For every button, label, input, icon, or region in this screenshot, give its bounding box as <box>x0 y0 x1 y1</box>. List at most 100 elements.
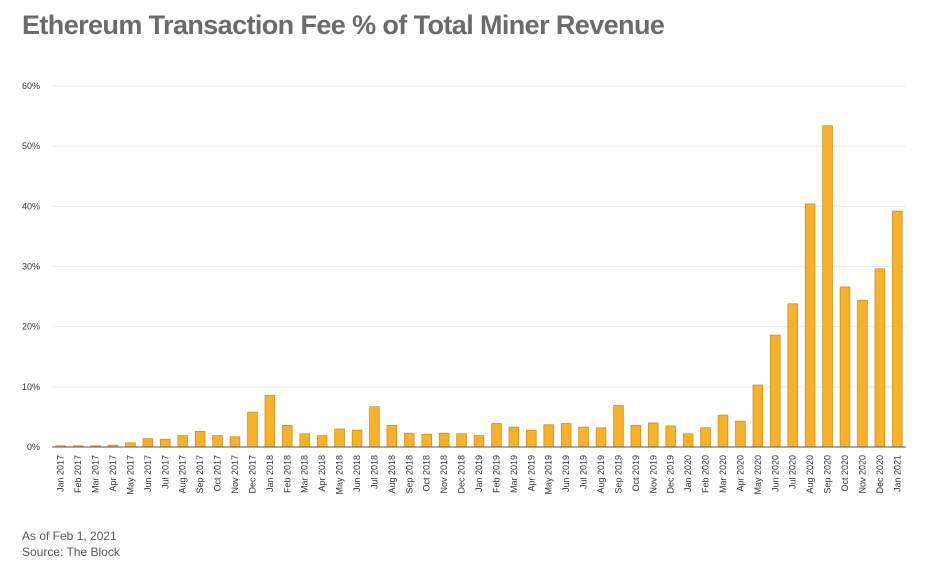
x-tick-label: Mar 2020 <box>718 455 728 493</box>
x-tick-label: Aug 2018 <box>387 455 397 494</box>
x-tick-label: Feb 2020 <box>701 455 711 493</box>
x-tick-label: Dec 2019 <box>666 455 676 494</box>
x-tick-label: Dec 2017 <box>247 455 257 494</box>
x-tick-label: Apr 2017 <box>108 455 118 492</box>
x-tick-label: Sep 2019 <box>613 455 623 494</box>
x-tick-label: Feb 2018 <box>282 455 292 493</box>
gridlines <box>52 85 906 388</box>
bar <box>526 429 537 448</box>
x-tick-label: Nov 2018 <box>439 455 449 494</box>
x-tick-label: Jan 2018 <box>265 455 275 492</box>
bar <box>665 425 676 448</box>
x-tick-label: Dec 2020 <box>875 455 885 494</box>
bar <box>160 438 171 448</box>
bar <box>456 433 467 448</box>
x-tick-label: Sep 2020 <box>823 455 833 494</box>
bar <box>369 406 380 448</box>
x-tick-label: Mar 2017 <box>91 455 101 493</box>
bar <box>770 334 781 448</box>
y-tick-label: 0% <box>27 442 40 452</box>
bar <box>735 420 746 448</box>
x-tick-label: Jul 2019 <box>579 455 589 489</box>
bar <box>508 426 520 448</box>
bar <box>648 422 659 448</box>
x-tick-label: Mar 2019 <box>509 455 519 493</box>
x-tick-label: Nov 2019 <box>648 455 658 494</box>
x-tick-label: Apr 2020 <box>735 455 745 492</box>
x-tick-label: Mar 2018 <box>300 455 310 493</box>
bar <box>578 426 589 448</box>
x-tick-label: Oct 2020 <box>840 455 850 492</box>
x-tick-label: Feb 2017 <box>73 455 83 493</box>
bar <box>421 434 432 448</box>
x-tick-label: Jul 2018 <box>369 455 379 489</box>
x-tick-label: May 2017 <box>125 455 135 495</box>
bar <box>247 411 258 448</box>
bar <box>264 394 276 448</box>
x-tick-label: Jul 2020 <box>788 455 798 489</box>
y-tick-label: 50% <box>22 141 40 151</box>
bar <box>125 442 136 448</box>
source-note: Source: The Block <box>22 545 120 559</box>
bar <box>787 303 798 448</box>
bar <box>299 433 310 448</box>
bar <box>857 299 868 448</box>
x-tick-label: Aug 2017 <box>178 455 188 494</box>
bar <box>351 429 363 448</box>
bar <box>892 210 903 448</box>
x-tick-label: Sep 2018 <box>404 455 414 494</box>
y-tick-label: 30% <box>22 262 40 272</box>
bar <box>560 423 572 448</box>
bar <box>752 384 764 448</box>
y-tick-label: 60% <box>22 81 40 91</box>
x-tick-label: May 2018 <box>335 455 345 495</box>
x-tick-label: Feb 2019 <box>491 455 501 493</box>
as-of-note: As of Feb 1, 2021 <box>22 529 117 543</box>
bar <box>334 428 345 448</box>
bar <box>177 435 188 448</box>
bar <box>194 431 206 448</box>
x-axis-tick-labels: Jan 2017 Feb 2017 Mar 2017 Apr 2017 May 2017… <box>56 455 903 495</box>
x-tick-label: Dec 2018 <box>457 455 467 494</box>
x-tick-label: Nov 2017 <box>230 455 240 494</box>
x-tick-label: Jun 2018 <box>352 455 362 492</box>
bar-chart: 0% 10% 20% 30% 40% 50% 60% Jan 2017 Feb 2017 Mar… <box>22 81 906 495</box>
x-tick-label: Oct 2018 <box>422 455 432 492</box>
chart-title: Ethereum Transaction Fee % of Total Mine… <box>22 10 665 40</box>
bar <box>212 435 223 448</box>
x-tick-label: Nov 2020 <box>857 455 867 494</box>
bar <box>142 438 154 448</box>
bar <box>473 435 485 448</box>
x-tick-label: Aug 2020 <box>805 455 815 494</box>
footnote: As of Feb 1, 2021 Source: The Block <box>22 528 120 560</box>
bar <box>630 424 642 448</box>
bar <box>282 424 293 448</box>
x-tick-label: Oct 2017 <box>213 455 223 492</box>
x-tick-label: Sep 2017 <box>195 455 205 494</box>
x-tick-label: Jan 2019 <box>474 455 484 492</box>
bar <box>229 436 241 448</box>
bar <box>700 427 711 448</box>
x-tick-label: Jun 2017 <box>143 455 153 492</box>
bar <box>717 414 729 448</box>
bar <box>874 268 886 448</box>
y-tick-label: 20% <box>22 322 40 332</box>
x-tick-label: Aug 2019 <box>596 455 606 494</box>
x-tick-label: Jan 2017 <box>56 455 66 492</box>
x-tick-label: May 2019 <box>544 455 554 495</box>
y-tick-label: 40% <box>22 201 40 211</box>
x-tick-label: Jan 2021 <box>892 455 902 492</box>
bar <box>822 125 833 448</box>
bar <box>595 427 607 448</box>
y-axis-tick-labels: 0% 10% 20% 30% 40% 50% 60% <box>22 81 40 452</box>
x-tick-label: Apr 2019 <box>526 455 536 492</box>
bar <box>543 424 554 448</box>
x-tick-label: Jul 2017 <box>160 455 170 489</box>
bar <box>682 433 694 448</box>
bar <box>404 432 415 448</box>
x-tick-label: Jun 2020 <box>770 455 780 492</box>
bar <box>839 286 851 448</box>
x-tick-label: Oct 2019 <box>631 455 641 492</box>
x-tick-label: May 2020 <box>753 455 763 495</box>
x-tick-label: Apr 2018 <box>317 455 327 492</box>
